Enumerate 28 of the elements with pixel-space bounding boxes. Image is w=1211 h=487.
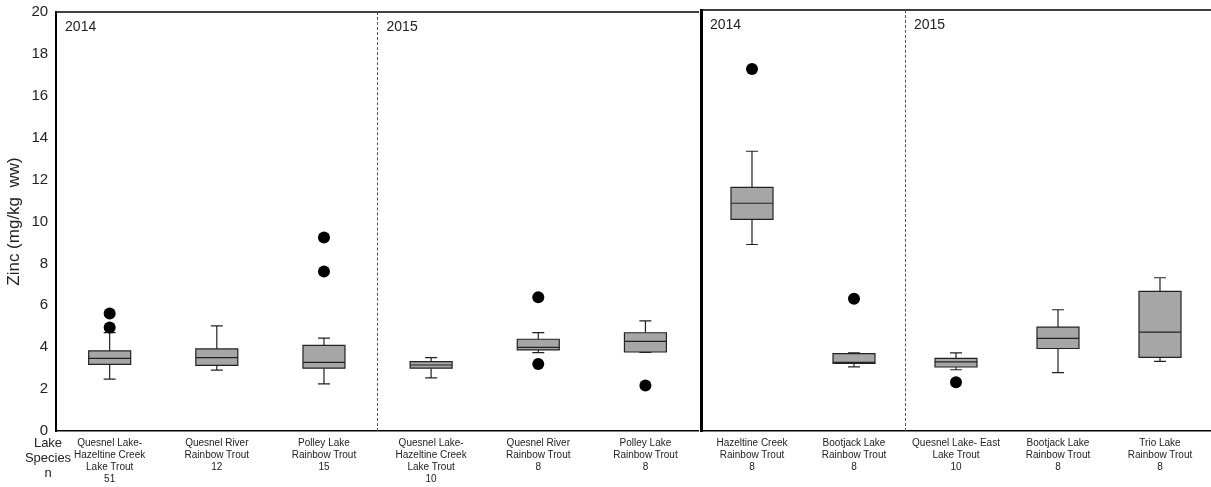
annotation: 2015 xyxy=(914,15,946,32)
x-tick-label: Bootjack Lake Rainbow Trout 8 xyxy=(821,436,887,472)
x-tick-label: Polley Lake Rainbow Trout 15 xyxy=(291,436,357,472)
x-tick-label: Trio Lake Rainbow Trout 8 xyxy=(1127,436,1193,472)
x-tick-label: Quesnel Lake- Hazeltine Creek Lake Trout 10 xyxy=(395,436,468,484)
x-tick-label: Hazeltine Creek Rainbow Trout 8 xyxy=(716,436,789,472)
x-tick-label: Quesnel Lake- Hazeltine Creek Lake Trout 51 xyxy=(74,436,147,484)
y-axis-title: Zinc (mg/kg ww) xyxy=(3,157,23,286)
y-tick-label: 14 xyxy=(31,127,49,145)
annotation: 2015 xyxy=(386,17,418,34)
x-tick-label: Polley Lake Rainbow Trout 8 xyxy=(613,436,678,472)
y-tick-label: 16 xyxy=(31,85,49,103)
annotation: 2014 xyxy=(710,15,742,32)
x-tick-label: Quesnel Lake- East Lake Trout 10 xyxy=(912,436,1001,472)
annotation: 2014 xyxy=(65,17,97,34)
text: n xyxy=(44,464,52,480)
text: Species xyxy=(24,449,72,465)
y-tick-label: 2 xyxy=(39,379,49,397)
y-tick-label: 10 xyxy=(31,211,49,229)
x-tick-label: Quesnel River Rainbow Trout 12 xyxy=(184,436,250,472)
y-tick-label: 6 xyxy=(39,295,49,313)
y-tick-label: 8 xyxy=(39,253,49,271)
y-tick-label: 4 xyxy=(39,337,49,355)
y-tick-label: 18 xyxy=(31,44,49,62)
y-tick-label: 20 xyxy=(31,2,49,20)
x-tick-label: Quesnel River Rainbow Trout 8 xyxy=(506,436,571,472)
y-tick-label: 12 xyxy=(31,169,49,187)
x-tick-label: Bootjack Lake Rainbow Trout 8 xyxy=(1025,436,1091,472)
